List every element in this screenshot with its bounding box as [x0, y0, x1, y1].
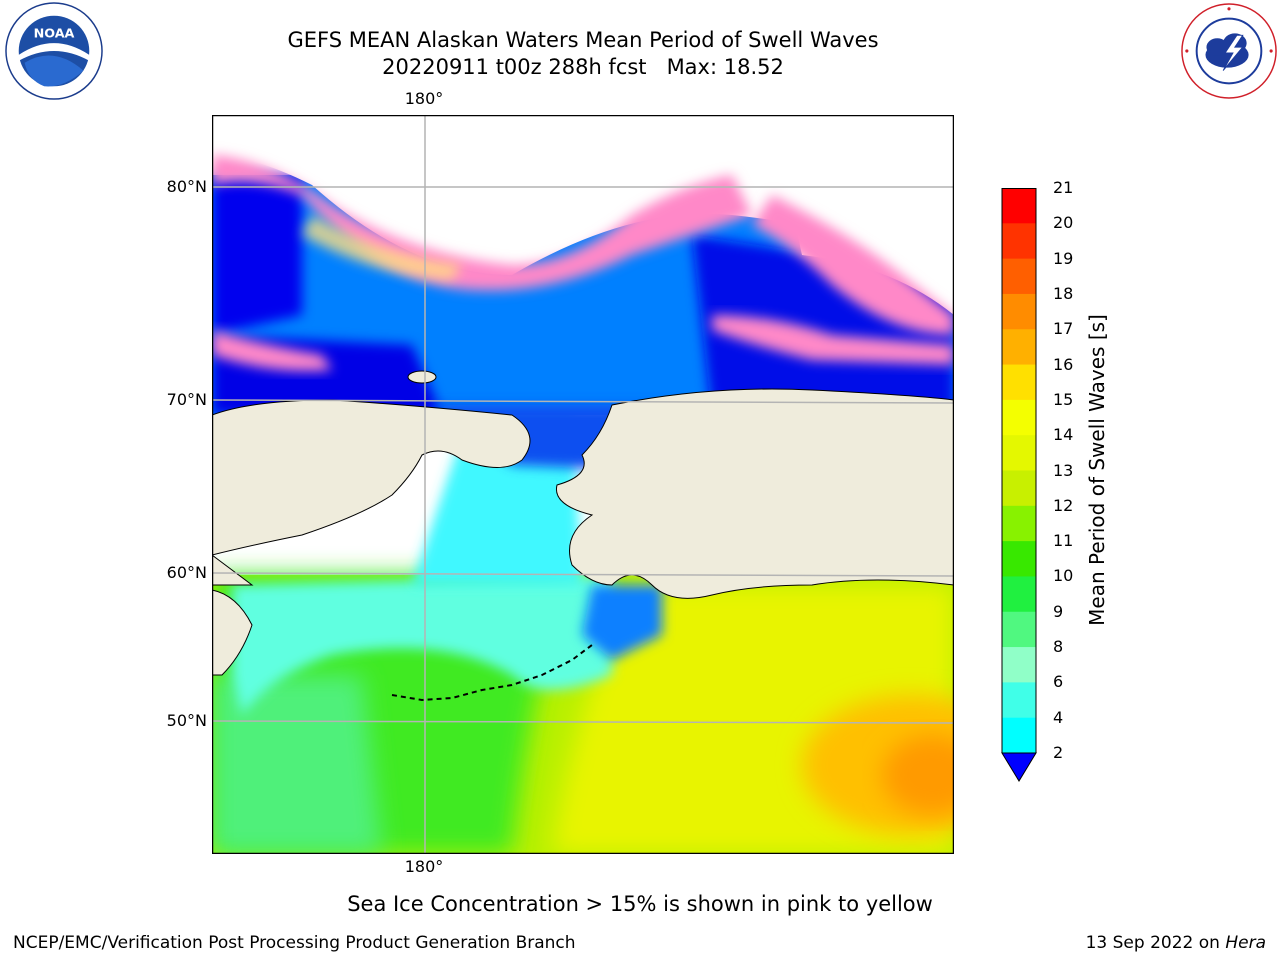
footer-date: 13 Sep 2022 on	[1085, 933, 1226, 953]
colorbar-tick-label: 15	[1053, 389, 1074, 409]
ocean-seafoam-zone	[212, 675, 382, 854]
svg-text:NOAA: NOAA	[34, 26, 75, 41]
colorbar-swatch	[1002, 682, 1036, 719]
colorbar-tick-label: 2	[1053, 743, 1064, 762]
colorbar-tick-label: 20	[1053, 213, 1074, 233]
ice-free-region	[212, 115, 954, 275]
colorbar-swatch	[1002, 435, 1036, 471]
colorbar-tick-label: 11	[1053, 531, 1074, 551]
lat-label-70: 70°N	[166, 390, 207, 409]
noaa-emblem-icon: NOAA	[5, 2, 103, 100]
colorbar-tick-label: 6	[1053, 672, 1064, 692]
colorbar-tick-label: 19	[1053, 248, 1074, 268]
colorbar-tick-label: 13	[1053, 460, 1074, 480]
colorbar-tick-label: 17	[1053, 319, 1074, 339]
colorbar-tick-label: 9	[1053, 601, 1064, 621]
map-panel	[211, 114, 955, 855]
sea-ice-note-text: Sea Ice Concentration > 15% is shown in …	[347, 892, 933, 916]
colorbar-swatch	[1002, 611, 1036, 648]
footer-right: 13 Sep 2022 on Hera	[1086, 933, 1266, 953]
swell-period-map	[211, 114, 955, 855]
colorbar-tick-label: 12	[1053, 495, 1074, 515]
colorbar-swatch	[1002, 399, 1036, 436]
land-alaska	[555, 388, 954, 599]
sea-ice-note: Sea Ice Concentration > 15% is shown in …	[0, 892, 1280, 916]
colorbar-swatch	[1002, 188, 1036, 224]
colorbar-swatch	[1002, 470, 1036, 507]
chart-subtitle: 20220911 t00z 288h fcst Max: 18.52	[382, 55, 784, 79]
colorbar-swatch	[1002, 717, 1036, 754]
colorbar-tick-label: 8	[1053, 637, 1064, 657]
colorbar-label: Mean Period of Swell Waves [s]	[1085, 314, 1109, 626]
colorbar-swatches	[1001, 188, 1037, 782]
colorbar-swatch	[1002, 364, 1036, 401]
colorbar-swatch	[1002, 541, 1036, 577]
colorbar-swatch	[1002, 258, 1036, 295]
footer-host: Hera	[1225, 933, 1266, 953]
ocean-cyan-zone	[232, 575, 612, 715]
colorbar-swatch	[1002, 647, 1036, 683]
colorbar-tick-label: 14	[1053, 425, 1074, 445]
nws-logo	[1180, 2, 1278, 100]
colorbar-extend-triangle	[1001, 752, 1037, 782]
land-kamchatka	[212, 589, 253, 676]
footer-left: NCEP/EMC/Verification Post Processing Pr…	[13, 933, 576, 953]
colorbar-swatch	[1002, 576, 1036, 613]
noaa-logo: NOAA	[5, 2, 103, 100]
lat-label-80: 80°N	[166, 177, 207, 196]
colorbar-swatch	[1002, 293, 1036, 330]
lon-label-top: 180°	[404, 89, 444, 108]
map-frame	[211, 114, 955, 855]
colorbar-tick-label: 16	[1053, 354, 1074, 374]
lat-label-60: 60°N	[166, 563, 207, 582]
colorbar-swatch	[1002, 329, 1036, 366]
nws-emblem-icon	[1181, 3, 1277, 99]
colorbar-swatch	[1002, 223, 1036, 260]
chart-title: GEFS MEAN Alaskan Waters Mean Period of …	[287, 28, 879, 52]
lon-label-bottom: 180°	[404, 857, 444, 876]
lat-label-50: 50°N	[166, 711, 207, 730]
colorbar-tick-label: 4	[1053, 707, 1064, 727]
aleutian-islands	[391, 644, 593, 702]
colorbar-tick-label: 10	[1053, 566, 1074, 586]
map-graticule	[212, 115, 954, 854]
colorbar-tick-label: 18	[1053, 283, 1074, 303]
sea-ice-band	[212, 155, 752, 291]
colorbar	[1001, 188, 1037, 782]
colorbar-swatch	[1002, 505, 1036, 542]
colorbar-tick-label: 21	[1053, 178, 1074, 197]
